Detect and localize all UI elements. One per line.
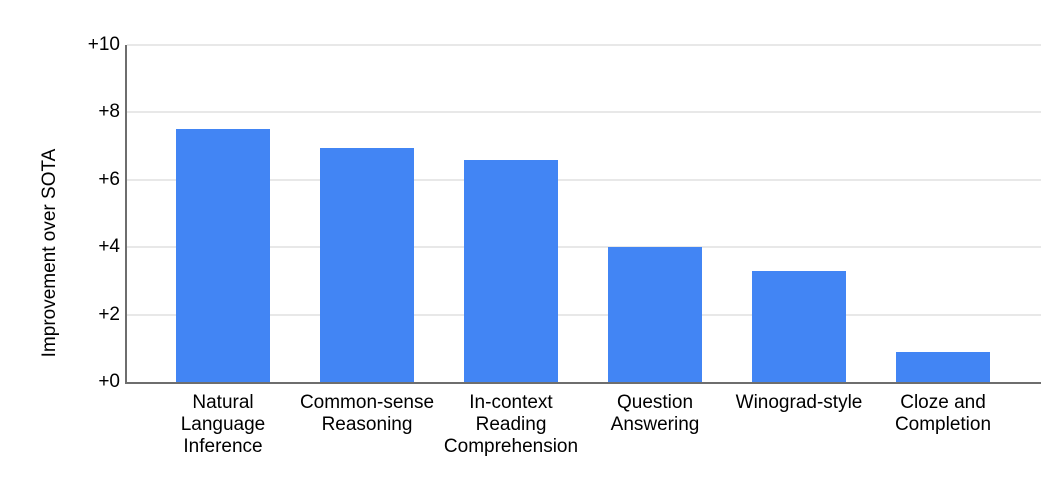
y-tick-label: +10 <box>87 34 120 55</box>
x-axis-category-label: Common-sense Reasoning <box>299 392 435 435</box>
bar-5 <box>752 270 846 382</box>
x-axis-category-label: Winograd-style <box>735 392 863 413</box>
y-tick-label: +4 <box>98 236 120 258</box>
x-axis-category-label: Cloze and Completion <box>894 392 992 435</box>
bar-1 <box>176 129 270 382</box>
bar-4 <box>608 247 702 382</box>
y-tick-label: +6 <box>98 168 120 190</box>
x-axis-category-label: In-context Reading Comprehension <box>443 392 579 457</box>
y-tick-label: +0 <box>98 371 120 392</box>
y-tick-label: +8 <box>98 101 120 123</box>
x-axis-category-label: Natural Language Inference <box>180 392 266 457</box>
gridline <box>127 178 1041 181</box>
plot-area <box>125 44 1041 384</box>
x-axis-category-label: Question Answering <box>610 392 700 435</box>
gridline <box>127 44 1041 46</box>
gridline <box>127 313 1041 316</box>
gridline <box>127 246 1041 249</box>
bar-3 <box>464 159 558 382</box>
bar-6 <box>896 351 990 382</box>
y-tick-label: +2 <box>98 303 120 325</box>
bar-2 <box>320 147 414 382</box>
gridline <box>127 111 1041 114</box>
